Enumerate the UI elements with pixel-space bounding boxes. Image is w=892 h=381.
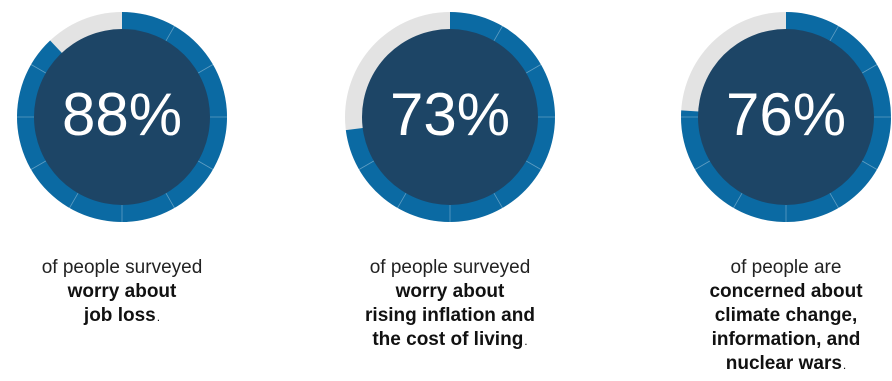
caption-bold-phrase: worry about job loss: [67, 281, 177, 326]
caption-bold-text: worry about rising inflation and the cos…: [300, 280, 600, 353]
stat-job-loss: 88% of people surveyed worry about job l…: [0, 0, 272, 381]
ring-center: [34, 29, 210, 205]
stat-inflation: 73% of people surveyed worry about risin…: [300, 0, 600, 381]
donut-svg: 76%: [680, 12, 892, 223]
percent-value: 88%: [62, 81, 182, 148]
caption: of people surveyed worry about rising in…: [300, 256, 600, 353]
percent-value: 76%: [726, 81, 846, 148]
caption-light-text: of people are: [730, 257, 842, 278]
caption-bold-phrase: worry about rising inflation and the cos…: [365, 281, 535, 350]
donut-svg: 73%: [345, 12, 556, 223]
caption-light-text: of people surveyed: [369, 257, 531, 278]
caption-bold-text: worry about job loss.: [0, 280, 272, 329]
caption-period: .: [156, 310, 161, 324]
ring-center: [698, 29, 874, 205]
caption-bold-phrase: concerned about climate change, informat…: [709, 281, 863, 374]
caption: of people surveyed worry about job loss.: [0, 256, 272, 329]
donut-chart: 73%: [342, 9, 558, 225]
caption-period: .: [524, 334, 528, 348]
donut-chart: 76%: [678, 9, 892, 225]
ring-center: [362, 29, 538, 205]
donut-svg: 88%: [16, 12, 228, 223]
donut-chart: 88%: [14, 9, 230, 225]
caption-bold-text: concerned about climate change, informat…: [636, 280, 892, 377]
caption-light-text: of people surveyed: [41, 257, 203, 278]
caption-period: .: [842, 358, 847, 372]
stat-climate: 76% of people are concerned about climat…: [636, 0, 892, 381]
percent-value: 73%: [390, 81, 510, 148]
caption: of people are concerned about climate ch…: [636, 256, 892, 377]
